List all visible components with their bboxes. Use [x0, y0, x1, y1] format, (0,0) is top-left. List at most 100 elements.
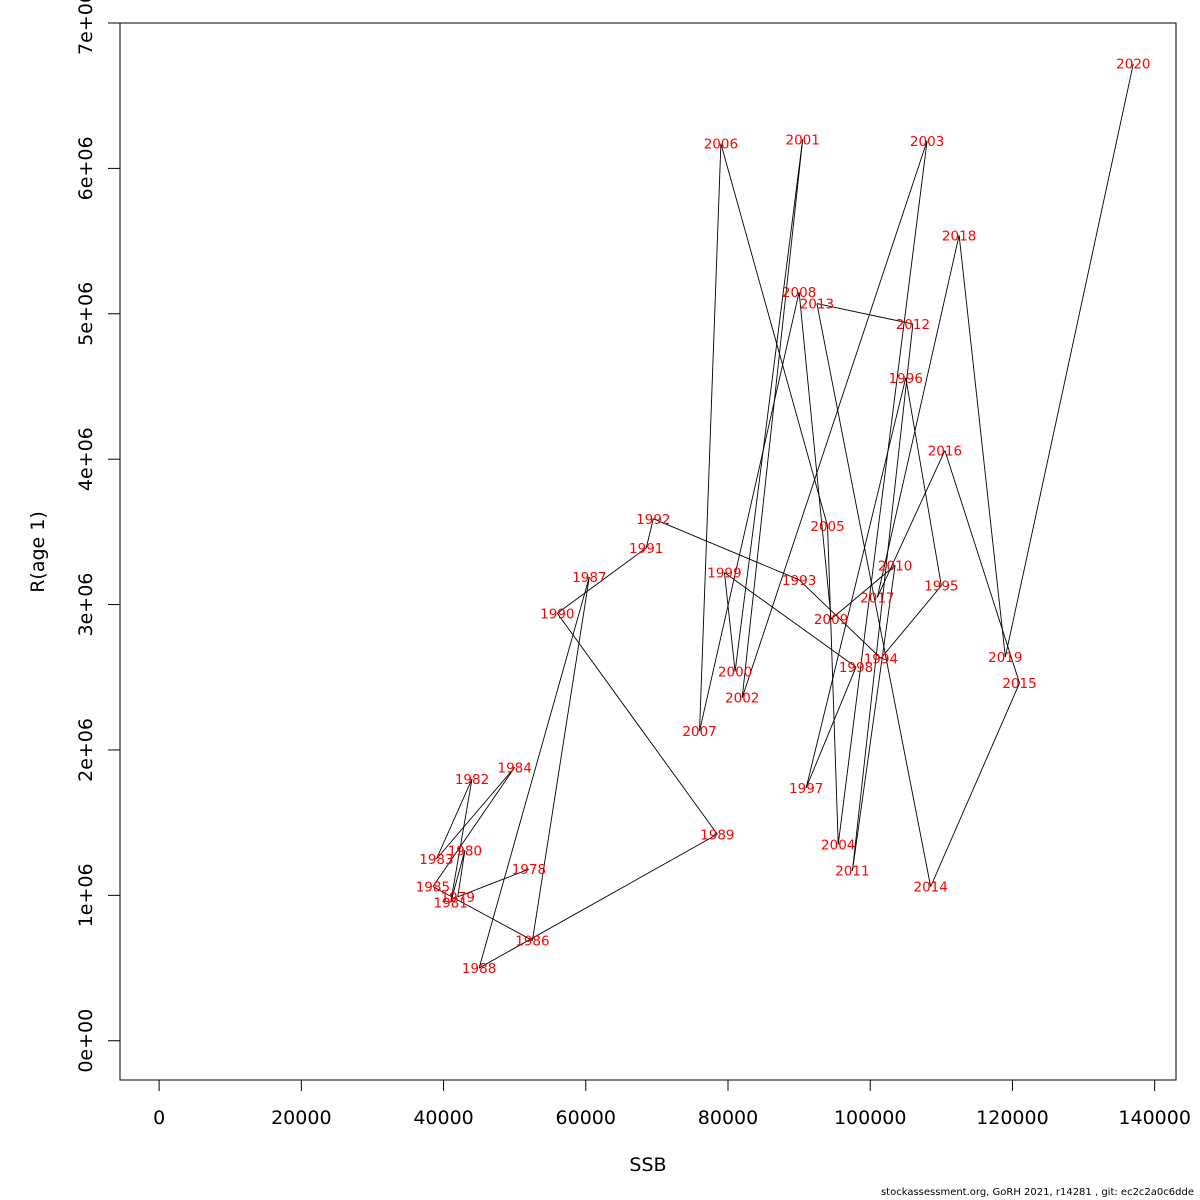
series-segment [958, 235, 1006, 657]
series-segment [734, 139, 804, 672]
point-label-1978: 1978 [512, 862, 546, 878]
point-label-2018: 2018 [942, 228, 976, 244]
series-segment [699, 291, 800, 732]
series-segment [880, 585, 942, 659]
series-lines [432, 63, 1134, 969]
series-segment [837, 140, 928, 845]
series-segment [450, 850, 466, 903]
y-axis: 0e+00 1e+06 2e+06 3e+06 4e+06 5e+06 6e+06 7e+06 [75, 0, 121, 1073]
series-segment [436, 778, 473, 860]
series-segment [930, 682, 1020, 887]
x-tick-label: 20000 [271, 1107, 331, 1129]
series-segment [741, 139, 804, 698]
series-segment [905, 377, 942, 586]
series-segment [450, 778, 473, 903]
series-segment [876, 450, 946, 598]
point-label-1992: 1992 [636, 512, 670, 528]
point-label-2006: 2006 [704, 137, 738, 153]
point-label-1999: 1999 [707, 566, 741, 582]
series-segment [432, 767, 516, 887]
point-label-1979: 1979 [441, 890, 475, 906]
point-label-1988: 1988 [462, 961, 496, 977]
point-label-1997: 1997 [789, 781, 823, 797]
series-segment [478, 833, 718, 969]
series-segment [816, 303, 913, 325]
series-segment [1004, 63, 1134, 658]
y-tick-label: 1e+06 [75, 863, 97, 927]
series-segment [724, 572, 857, 668]
x-axis-title: SSB [629, 1154, 666, 1176]
point-label-1985: 1985 [416, 880, 450, 896]
point-label-2000: 2000 [718, 664, 752, 680]
series-segment [432, 886, 533, 941]
point-label-1991: 1991 [629, 541, 663, 557]
point-label-1990: 1990 [540, 606, 574, 622]
series-segment [798, 291, 832, 620]
point-label-2003: 2003 [910, 134, 944, 150]
series-segment [457, 868, 530, 898]
point-label-2007: 2007 [682, 724, 716, 740]
footer-credit: stockassessment.org, GoRH 2021, r14281 ,… [880, 1187, 1194, 1198]
point-label-1987: 1987 [572, 570, 606, 586]
x-tick-label: 100000 [834, 1107, 907, 1129]
series-segment [805, 666, 857, 788]
point-label-2016: 2016 [928, 443, 962, 459]
point-label-1984: 1984 [497, 760, 531, 776]
y-tick-label: 0e+00 [75, 1009, 97, 1073]
point-label-2005: 2005 [810, 519, 844, 535]
series-segment [816, 303, 932, 887]
x-axis: 0 20000 40000 60000 80000 100000 120000 140000 [153, 1079, 1191, 1129]
point-label-2014: 2014 [913, 880, 947, 896]
series-segment [720, 143, 828, 527]
series-segment [556, 613, 718, 835]
point-label-1996: 1996 [889, 371, 923, 387]
point-label-1993: 1993 [782, 573, 816, 589]
y-tick-label: 3e+06 [75, 573, 97, 637]
y-tick-label: 4e+06 [75, 427, 97, 491]
point-label-2019: 2019 [988, 650, 1022, 666]
point-label-2002: 2002 [725, 691, 759, 707]
x-tick-label: 120000 [976, 1107, 1049, 1129]
y-tick-label: 2e+06 [75, 718, 97, 782]
series-segment [478, 576, 590, 969]
x-tick-label: 80000 [698, 1107, 758, 1129]
x-tick-label: 60000 [556, 1107, 616, 1129]
series-segment [805, 377, 907, 788]
series-segment [557, 547, 647, 614]
point-label-1983: 1983 [419, 852, 453, 868]
series-segment [653, 518, 800, 581]
point-label-2001: 2001 [785, 132, 819, 148]
point-label-2010: 2010 [878, 558, 912, 574]
point-label-2013: 2013 [800, 297, 834, 313]
point-label-1982: 1982 [455, 772, 489, 788]
point-label-2020: 2020 [1116, 57, 1150, 73]
point-label-2015: 2015 [1002, 676, 1036, 692]
series-segment [531, 576, 590, 941]
x-tick-label: 40000 [413, 1107, 473, 1129]
series-segment [830, 564, 896, 620]
point-label-1989: 1989 [700, 827, 734, 843]
series-segment [436, 767, 516, 860]
y-tick-label: 6e+06 [75, 136, 97, 200]
x-tick-label: 140000 [1118, 1107, 1191, 1129]
point-label-2012: 2012 [896, 317, 930, 333]
point-label-2009: 2009 [814, 612, 848, 628]
point-label-1994: 1994 [864, 651, 898, 667]
series-segment [741, 140, 928, 698]
series-segment [457, 850, 466, 897]
series-segment [876, 235, 960, 598]
point-label-2011: 2011 [835, 864, 869, 880]
series-segment [645, 518, 654, 548]
y-tick-label: 7e+06 [75, 0, 97, 55]
series-segment [798, 579, 882, 659]
point-label-1980: 1980 [448, 843, 482, 859]
series-segment [699, 143, 722, 732]
x-tick-label: 0 [153, 1107, 165, 1129]
y-axis-title: R(age 1) [27, 511, 49, 593]
point-label-2004: 2004 [821, 837, 855, 853]
point-label-2008: 2008 [782, 285, 816, 301]
series-segment [944, 450, 1020, 684]
point-labels: 1978 1979 1980 1981 1982 1983 1984 1985 1986 1987… [416, 57, 1151, 977]
series-segment [827, 526, 839, 845]
